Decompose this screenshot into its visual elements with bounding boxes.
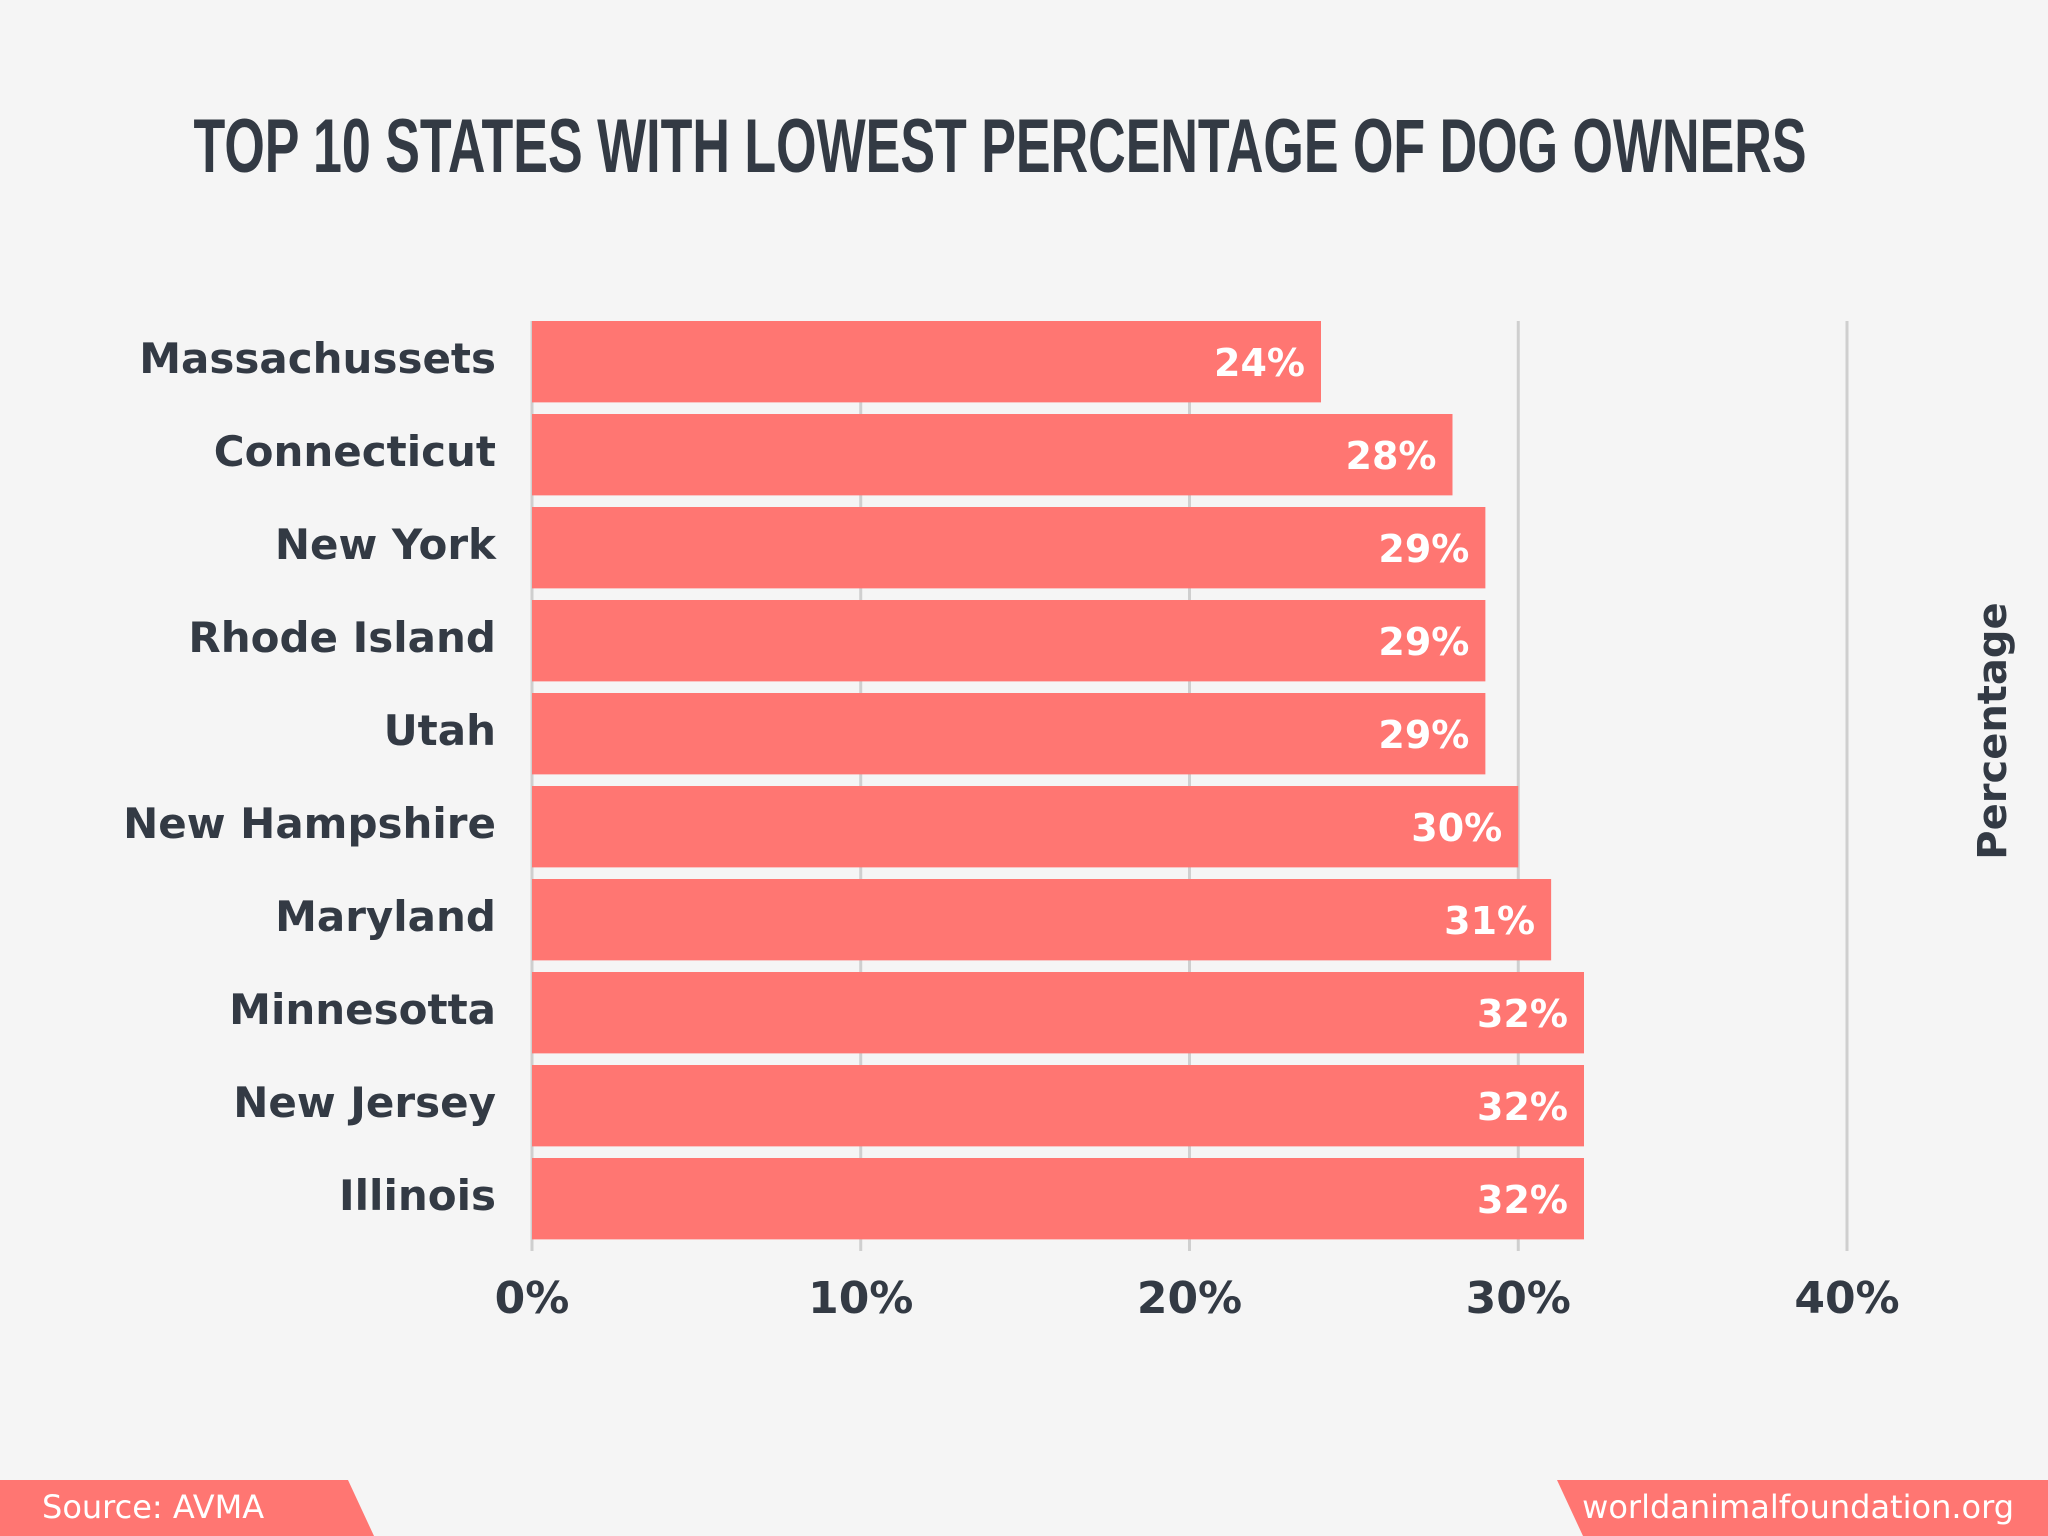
axis-label: Percentage bbox=[1970, 602, 2016, 859]
x-tick-label: 40% bbox=[1794, 1273, 1899, 1324]
source: Source: AVMA bbox=[42, 1488, 264, 1526]
value-label: 32% bbox=[1477, 1085, 1568, 1129]
footer-band bbox=[1557, 1480, 2048, 1536]
value-label: 28% bbox=[1346, 434, 1437, 478]
bar bbox=[532, 321, 1321, 403]
bar bbox=[532, 786, 1519, 868]
y-tick-label: Illinois bbox=[339, 1171, 496, 1220]
y-tick-label: New Hampshire bbox=[123, 799, 496, 848]
bar bbox=[532, 507, 1486, 589]
x-tick-label: 30% bbox=[1466, 1273, 1571, 1324]
y-tick-label: New York bbox=[275, 520, 497, 569]
value-label: 24% bbox=[1214, 341, 1305, 385]
bar bbox=[532, 972, 1584, 1054]
website: worldanimalfoundation.org bbox=[1582, 1488, 2014, 1526]
y-tick-label: Rhode Island bbox=[188, 613, 496, 662]
value-label: 29% bbox=[1378, 527, 1469, 571]
y-tick-label: Maryland bbox=[275, 892, 496, 941]
value-label: 32% bbox=[1477, 1178, 1568, 1222]
bar bbox=[532, 414, 1453, 496]
footer-band bbox=[0, 1480, 374, 1536]
bars: 24% 28% 29% 29% 29% 30% 31% 32% 32% 32% bbox=[532, 321, 1584, 1240]
y-tick-label: Minnesotta bbox=[229, 985, 496, 1034]
bar bbox=[532, 1065, 1584, 1147]
y-tick-label: New Jersey bbox=[233, 1078, 496, 1127]
value-label: 31% bbox=[1444, 899, 1535, 943]
chart-title: TOP 10 STATES WITH LOWEST PERCENTAGE OF … bbox=[194, 104, 1807, 189]
x-tick-label: 20% bbox=[1137, 1273, 1242, 1324]
x-tick-label: 10% bbox=[808, 1273, 913, 1324]
value-label: 29% bbox=[1378, 713, 1469, 757]
value-label: 32% bbox=[1477, 992, 1568, 1036]
bar bbox=[532, 1158, 1584, 1240]
y-tick-label: Connecticut bbox=[214, 427, 496, 476]
x-tick-label: 0% bbox=[495, 1273, 570, 1324]
y-tick-label: Massachussets bbox=[139, 334, 496, 383]
bar bbox=[532, 879, 1552, 961]
y-tick-label: Utah bbox=[384, 706, 496, 755]
bar bbox=[532, 600, 1486, 682]
bar bbox=[532, 693, 1486, 775]
value-label: 30% bbox=[1411, 806, 1502, 850]
value-label: 29% bbox=[1378, 620, 1469, 664]
